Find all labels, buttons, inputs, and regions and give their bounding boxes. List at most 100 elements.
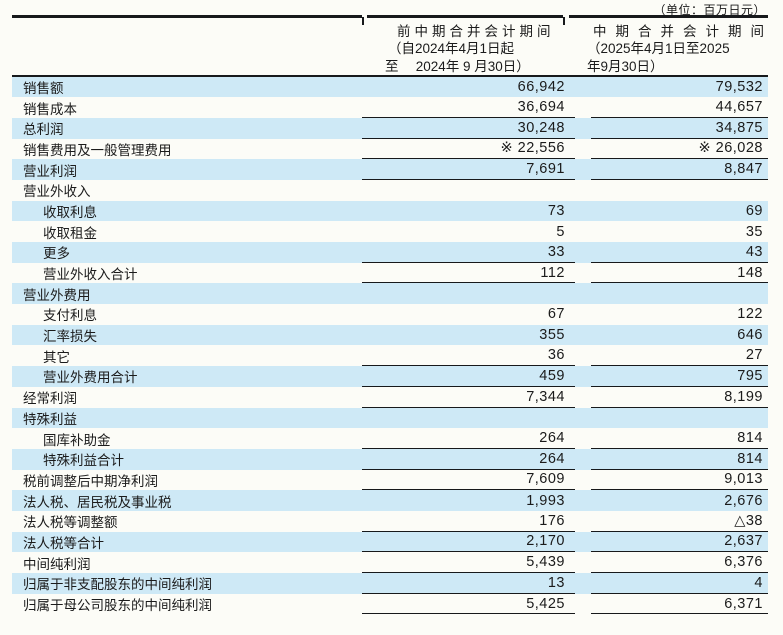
row-value-prior-period: 5,439 bbox=[362, 552, 575, 573]
table-row: 销售成本 36,694 44,657 bbox=[12, 97, 768, 118]
row-column-gap bbox=[575, 511, 591, 532]
row-value-current-period: 9,013 bbox=[591, 470, 768, 491]
row-value-current-period bbox=[591, 283, 768, 304]
table-row: 收取租金 5 35 bbox=[12, 221, 768, 242]
table-row: 法人税等合计 2,170 2,637 bbox=[12, 531, 768, 553]
row-value-prior-period: 66,942 bbox=[517, 78, 565, 95]
row-value-current-period: 35 bbox=[745, 223, 763, 240]
row-column-gap bbox=[575, 325, 591, 346]
row-column-gap bbox=[575, 242, 591, 263]
row-label: 国库补助金 bbox=[43, 432, 111, 448]
row-value-current-period: 795 bbox=[591, 366, 768, 387]
row-value-current-period: 814 bbox=[591, 449, 768, 470]
row-value-prior-period: 459 bbox=[362, 366, 575, 387]
row-label: 收取租金 bbox=[43, 225, 97, 241]
row-value-prior-period: 2,170 bbox=[362, 532, 575, 553]
row-label: 销售费用及一般管理费用 bbox=[23, 142, 172, 158]
row-value-prior-period bbox=[362, 180, 575, 201]
header-line: 中期合并会计期间 bbox=[593, 24, 773, 39]
row-column-gap bbox=[575, 221, 591, 242]
table-row: 营业外收入 bbox=[12, 180, 768, 201]
table-row: 销售额 66,942 79,532 bbox=[12, 76, 768, 98]
row-label: 营业外费用 bbox=[23, 287, 91, 303]
row-label: 营业外费用合计 bbox=[43, 370, 138, 386]
row-label: 收取利息 bbox=[43, 204, 97, 220]
row-label: 特殊利益合计 bbox=[43, 453, 124, 469]
row-value-prior-period: 36 bbox=[362, 345, 575, 367]
row-column-gap bbox=[575, 283, 591, 304]
row-label: 更多 bbox=[43, 246, 70, 262]
column-header-prior-period: 前中期合并会计期间 （自2024年4月1日起 至 2024年 9 月30日） bbox=[362, 18, 575, 75]
row-column-gap bbox=[575, 594, 591, 615]
header-label-spacer bbox=[12, 18, 362, 75]
row-column-gap bbox=[575, 532, 591, 553]
row-value-current-period: 27 bbox=[591, 345, 768, 367]
table-row: 特殊利益合计 264 814 bbox=[12, 448, 768, 470]
row-value-prior-period bbox=[362, 408, 575, 429]
row-value-current-period: 814 bbox=[591, 428, 768, 449]
income-statement-table: 前中期合并会计期间 （自2024年4月1日起 至 2024年 9 月30日） 中… bbox=[12, 15, 773, 615]
row-value-current-period: 43 bbox=[591, 242, 768, 263]
table-row: 归属于非支配股东的中间纯利润 13 4 bbox=[12, 573, 768, 594]
row-value-current-period: 4 bbox=[591, 573, 768, 594]
row-value-prior-period: 355 bbox=[539, 327, 565, 344]
row-column-gap bbox=[575, 118, 591, 139]
row-value-prior-period: 5,425 bbox=[362, 594, 575, 615]
row-label: 特殊利益 bbox=[23, 411, 77, 427]
row-value-current-period bbox=[591, 180, 768, 201]
row-column-gap bbox=[575, 490, 591, 511]
header-line: 前中期合并会计期间 bbox=[397, 24, 555, 39]
row-value-prior-period: 7,609 bbox=[362, 470, 575, 491]
top-rule-segment bbox=[367, 15, 563, 18]
row-label: 中间纯利润 bbox=[23, 556, 91, 572]
row-value-prior-period: 7,691 bbox=[362, 159, 575, 180]
row-column-gap bbox=[575, 387, 591, 408]
row-value-current-period: 148 bbox=[591, 263, 768, 284]
top-rule-segment bbox=[12, 15, 362, 18]
table-row: 营业利润 7,691 8,847 bbox=[12, 159, 768, 180]
row-value-current-period: 2,676 bbox=[724, 492, 763, 509]
table-row: 营业外收入合计 112 148 bbox=[12, 263, 768, 284]
row-value-current-period: 8,199 bbox=[591, 387, 768, 408]
row-column-gap bbox=[575, 304, 591, 325]
table-row: 特殊利益 bbox=[12, 407, 768, 429]
row-column-gap bbox=[575, 408, 591, 429]
table-row: 汇率损失 355 646 bbox=[12, 324, 768, 346]
row-column-gap bbox=[575, 366, 591, 387]
row-label: 归属于非支配股东的中间纯利润 bbox=[23, 577, 212, 593]
row-value-current-period: 646 bbox=[737, 327, 763, 344]
row-column-gap bbox=[575, 345, 591, 366]
table-row: 税前调整后中期净利润 7,609 9,013 bbox=[12, 470, 768, 491]
row-value-prior-period: 176 bbox=[362, 511, 575, 532]
row-column-gap bbox=[575, 139, 591, 160]
row-value-prior-period: ※ 22,556 bbox=[362, 139, 575, 160]
table-row: 国库补助金 264 814 bbox=[12, 428, 768, 449]
row-value-prior-period: 112 bbox=[362, 263, 575, 284]
row-value-current-period: 69 bbox=[745, 202, 763, 219]
header-line: （2025年4月1日至2025 bbox=[587, 41, 730, 57]
row-column-gap bbox=[575, 159, 591, 180]
unit-label: （单位：百万日元） bbox=[653, 3, 766, 17]
top-rule-segment bbox=[569, 15, 768, 18]
table-row: 中间纯利润 5,439 6,376 bbox=[12, 552, 768, 573]
table-row: 总利润 30,248 34,875 bbox=[12, 117, 768, 139]
table-row: 法人税、居民税及事业税 1,993 2,676 bbox=[12, 490, 768, 511]
table-rows: 销售额 66,942 79,532 销售成本 36,694 44,657 总利润… bbox=[12, 76, 768, 615]
row-column-gap bbox=[575, 77, 591, 98]
row-label: 汇率损失 bbox=[43, 329, 97, 345]
row-value-current-period: 44,657 bbox=[591, 97, 768, 118]
table-row: 经常利润 7,344 8,199 bbox=[12, 387, 768, 408]
row-label: 营业外收入合计 bbox=[43, 267, 138, 283]
row-column-gap bbox=[575, 97, 591, 118]
row-value-current-period: 122 bbox=[737, 306, 763, 323]
row-label: 支付利息 bbox=[43, 308, 97, 324]
header-line: 至 2024年 9 月30日） bbox=[385, 58, 530, 74]
table-row: 营业外费用合计 459 795 bbox=[12, 366, 768, 387]
row-label: 经常利润 bbox=[23, 391, 77, 407]
header-line: （自2024年4月1日起 bbox=[388, 41, 515, 57]
row-label: 销售成本 bbox=[23, 101, 77, 117]
column-divider-tick bbox=[563, 17, 565, 25]
row-value-current-period: 6,371 bbox=[591, 594, 768, 615]
row-value-prior-period: 264 bbox=[362, 449, 575, 470]
